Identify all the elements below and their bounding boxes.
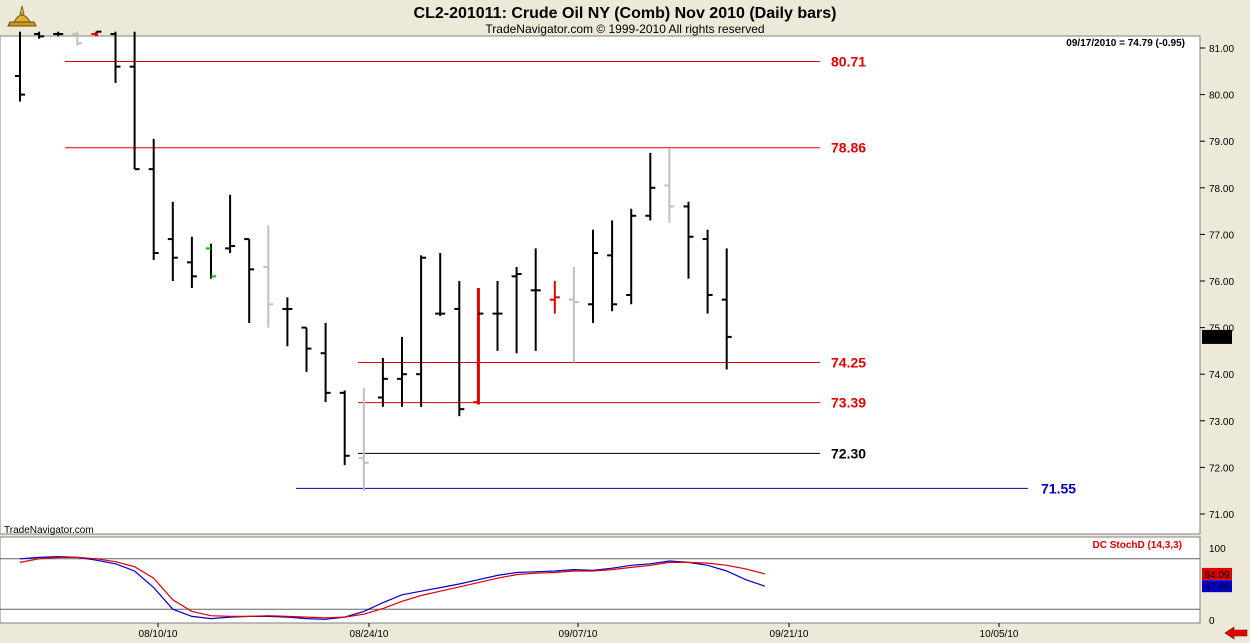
price-tick-label: 73.00 xyxy=(1209,417,1234,428)
chart-title: CL2-201011: Crude Oil NY (Comb) Nov 2010… xyxy=(414,5,837,22)
price-tick-label: 71.00 xyxy=(1209,510,1234,521)
stoch-last-box xyxy=(1202,580,1232,593)
oil-lamp-icon xyxy=(7,5,37,27)
price-tick-label: 72.00 xyxy=(1209,463,1234,474)
price-tick-label: 75.00 xyxy=(1209,324,1234,335)
price-tick-label: 76.00 xyxy=(1209,277,1234,288)
level-label: 78.86 xyxy=(831,140,866,156)
x-tick-label: 08/24/10 xyxy=(350,629,389,640)
x-tick-label: 10/05/10 xyxy=(980,629,1019,640)
x-tick-label: 08/10/10 xyxy=(139,629,178,640)
stoch-title: DC StochD (14,3,3) xyxy=(1093,540,1182,551)
price-tick-label: 80.00 xyxy=(1209,91,1234,102)
level-label: 74.25 xyxy=(831,355,866,371)
level-label: 71.55 xyxy=(1041,480,1076,496)
watermark-text: TradeNavigator.com xyxy=(4,525,94,536)
price-panel xyxy=(0,35,1201,535)
stoch-last-label: 64.09 xyxy=(1204,570,1229,581)
x-tick-label: 09/07/10 xyxy=(559,629,598,640)
stoch-tick-label: 0 xyxy=(1209,616,1215,627)
stoch-panel xyxy=(0,536,1201,624)
price-tick-label: 77.00 xyxy=(1209,230,1234,241)
stoch-line-red xyxy=(19,556,766,619)
price-tick-label: 74.00 xyxy=(1209,370,1234,381)
level-label: 80.71 xyxy=(831,54,866,70)
last-quote-text: 09/17/2010 = 74.79 (-0.95) xyxy=(1066,38,1185,49)
last-price-label: 74.79 xyxy=(1204,333,1229,344)
stoch-line-blue xyxy=(19,555,766,620)
stoch-tick-label: 100 xyxy=(1209,544,1226,555)
x-tick-label: 09/21/10 xyxy=(770,629,809,640)
level-label: 73.39 xyxy=(831,395,866,411)
price-tick-label: 78.00 xyxy=(1209,184,1234,195)
price-tick-label: 79.00 xyxy=(1209,137,1234,148)
stoch-last-label: 47.46 xyxy=(1204,582,1229,593)
level-label: 72.30 xyxy=(831,445,866,461)
price-tick-label: 81.00 xyxy=(1209,44,1234,55)
stoch-last-box xyxy=(1202,567,1232,580)
scroll-right-arrow-icon[interactable] xyxy=(1224,626,1248,640)
last-price-box xyxy=(1202,329,1232,344)
chart-subtitle: TradeNavigator.com © 1999-2010 All right… xyxy=(485,22,764,36)
